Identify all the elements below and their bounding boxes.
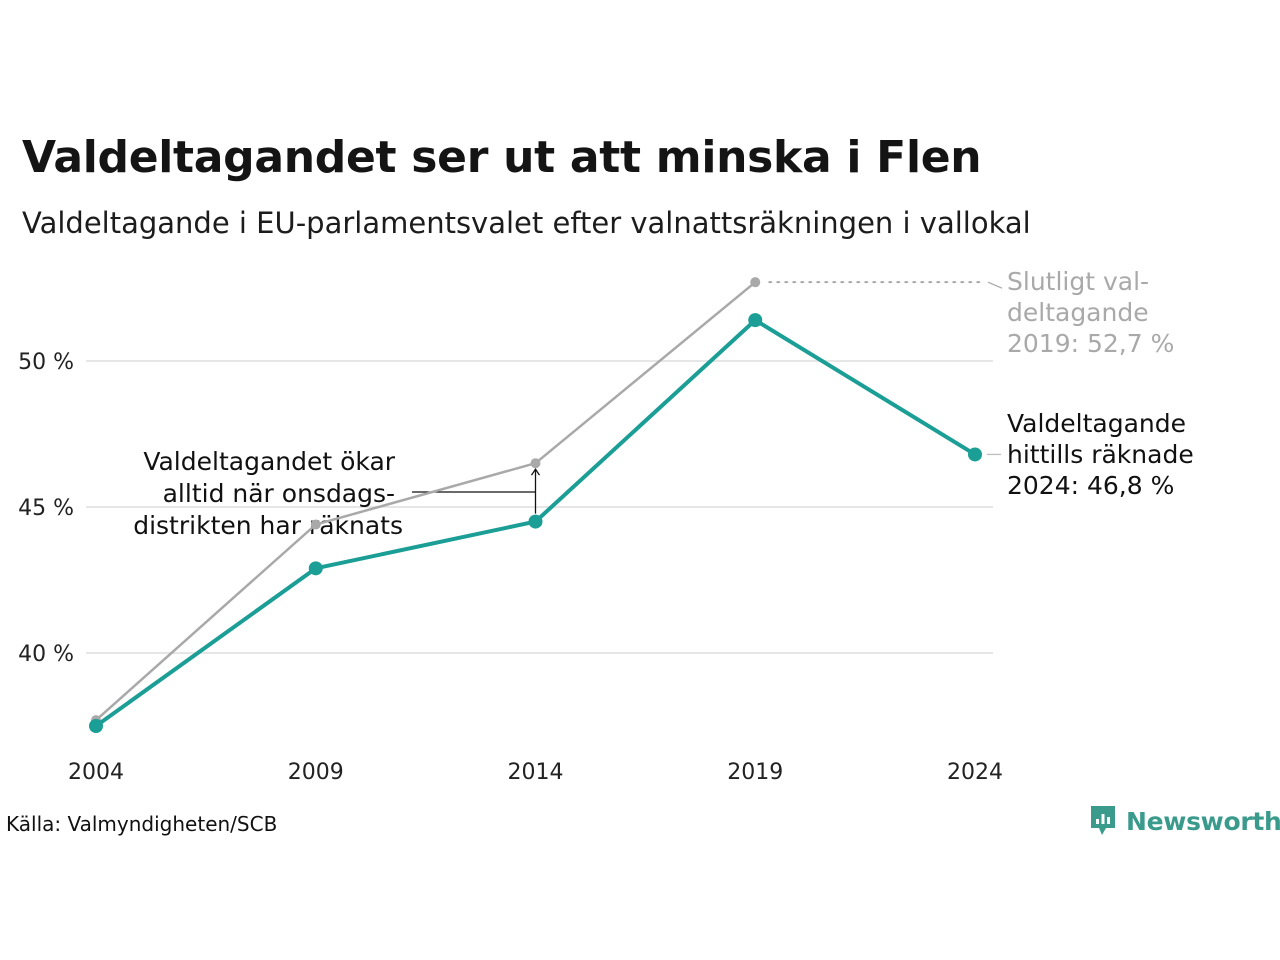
gridlines (86, 360, 993, 654)
annotation-wednesday-arrowhead (530, 468, 541, 476)
svg-text:Valdeltagande hittills r: Valdeltagande hittills räknade 2024: 46,… (1007, 409, 1202, 500)
series-counted-turnout (89, 313, 982, 733)
chart-subtitle: Valdeltagande i EU-parlamentsvalet efter… (22, 206, 1031, 240)
x-tick-label: 2019 (727, 760, 783, 785)
data-point-counted (528, 514, 543, 529)
brand-name: Newsworthy (1126, 806, 1280, 836)
annotation-wednesday: Valdeltagandet ökar alltid när onsdags- … (133, 447, 541, 540)
annotation-counted-2024-line-1: Valdeltagande (1007, 409, 1186, 438)
data-point-counted (748, 313, 763, 328)
annotation-wednesday-line-3: distrikten har räknats (133, 511, 403, 540)
y-axis: 40 % 45 % 50 % (18, 350, 74, 667)
svg-text:Valdeltagandet ökar allt: Valdeltagandet ökar alltid när onsdags- … (133, 447, 403, 540)
data-point-counted (308, 561, 323, 576)
x-tick-label: 2004 (68, 760, 124, 785)
annotation-final-2019-tick (987, 281, 1003, 289)
annotation-wednesday-line-1: Valdeltagandet ökar (143, 447, 395, 476)
line-chart: 40 % 45 % 50 % 2004 2009 2014 2019 2024 Valdel… (18, 267, 1202, 785)
annotation-counted-2024-line-2: hittills räknade (1007, 440, 1194, 469)
x-tick-label: 2024 (947, 760, 1003, 785)
annotation-final-2019-line-1: Slutligt val- (1007, 267, 1149, 296)
newsworthy-logo-icon (1091, 806, 1115, 835)
data-point-final (310, 519, 321, 530)
y-tick-label: 45 % (18, 496, 74, 521)
data-point-final (750, 277, 761, 288)
annotation-wednesday-line-2: alltid när onsdags- (163, 479, 395, 508)
data-point-counted (968, 447, 982, 462)
annotation-counted-2024-line-3: 2024: 46,8 % (1007, 471, 1174, 500)
annotation-counted-2024: Valdeltagande hittills räknade 2024: 46,… (987, 409, 1202, 500)
y-tick-label: 40 % (18, 642, 74, 667)
source-note: Källa: Valmyndigheten/SCB (6, 812, 278, 836)
annotation-final-2019-line-3: 2019: 52,7 % (1007, 329, 1174, 358)
annotation-final-2019-line-2: deltagande (1007, 298, 1149, 327)
x-tick-label: 2014 (508, 760, 564, 785)
series-line-final (94, 280, 757, 722)
data-point-counted (89, 719, 103, 733)
svg-text:Slutligt val- deltagande: Slutligt val- deltagande 2019: 52,7 % (1007, 267, 1174, 358)
y-tick-label: 50 % (18, 350, 74, 375)
x-tick-label: 2009 (288, 760, 344, 785)
annotation-final-2019: Slutligt val- deltagande 2019: 52,7 % (768, 267, 1174, 358)
x-axis: 2004 2009 2014 2019 2024 (68, 760, 1003, 785)
chart-title: Valdeltagandet ser ut att minska i Flen (22, 132, 982, 183)
data-point-final (530, 458, 541, 469)
brand-logo: Newsworthy (1088, 804, 1280, 838)
